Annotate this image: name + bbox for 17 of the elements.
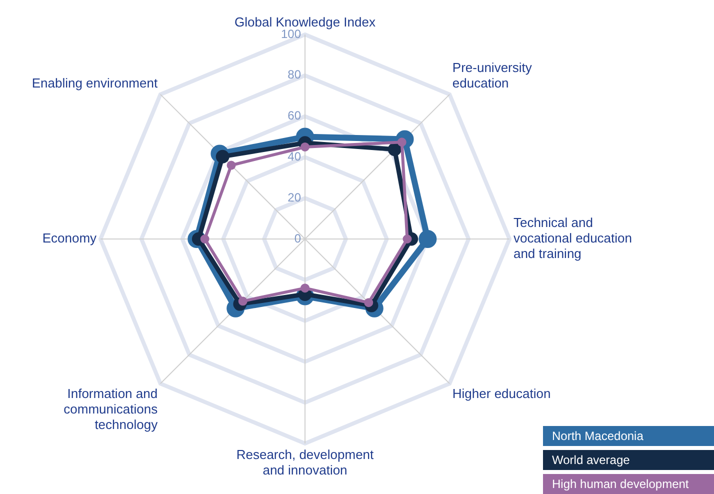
text: North Macedonia	[543, 426, 714, 446]
y-tick-label: 20	[288, 190, 302, 204]
spoke-label: Global Knowledge Index	[234, 14, 376, 30]
y-tick-label: 40	[288, 150, 302, 164]
y-tick-label: 80	[288, 68, 302, 82]
text: World average	[543, 450, 714, 470]
spoke-label: Technical and vocational education and training	[513, 214, 632, 262]
y-tick-label: 60	[288, 108, 302, 123]
spoke-label: Pre-university education	[452, 60, 532, 90]
spoke-label: Information and communications technology	[64, 386, 158, 432]
text: High human development	[543, 474, 714, 494]
y-tick-label: 100	[280, 26, 302, 41]
spoke-label: Research, development and innovation	[236, 446, 374, 478]
y-tick-label: 0	[294, 231, 302, 246]
spoke-label: Higher education	[452, 386, 551, 401]
spoke-label: Enabling environment	[32, 75, 158, 90]
spoke-label: Economy	[42, 230, 98, 246]
